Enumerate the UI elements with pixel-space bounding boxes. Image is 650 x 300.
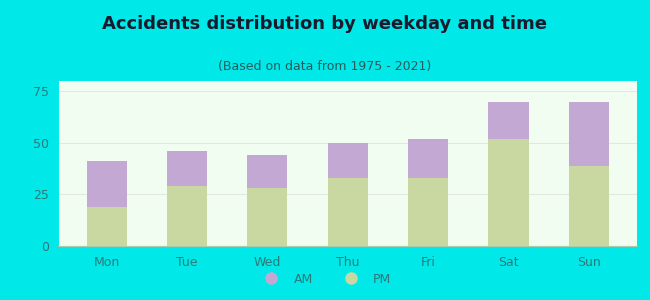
Bar [247,188,287,246]
Bar [408,139,448,178]
Bar [328,143,368,178]
Bar [488,139,528,246]
Legend: AM, PM: AM, PM [254,268,396,291]
Text: (Based on data from 1975 - 2021): (Based on data from 1975 - 2021) [218,60,432,73]
Bar [167,186,207,246]
Bar [408,178,448,246]
Text: Accidents distribution by weekday and time: Accidents distribution by weekday and ti… [103,15,547,33]
Bar [247,155,287,188]
Bar [167,151,207,186]
Bar [488,102,528,139]
Bar [569,102,609,166]
Bar [86,207,127,246]
Bar [569,166,609,246]
Bar [328,178,368,246]
Bar [86,161,127,207]
